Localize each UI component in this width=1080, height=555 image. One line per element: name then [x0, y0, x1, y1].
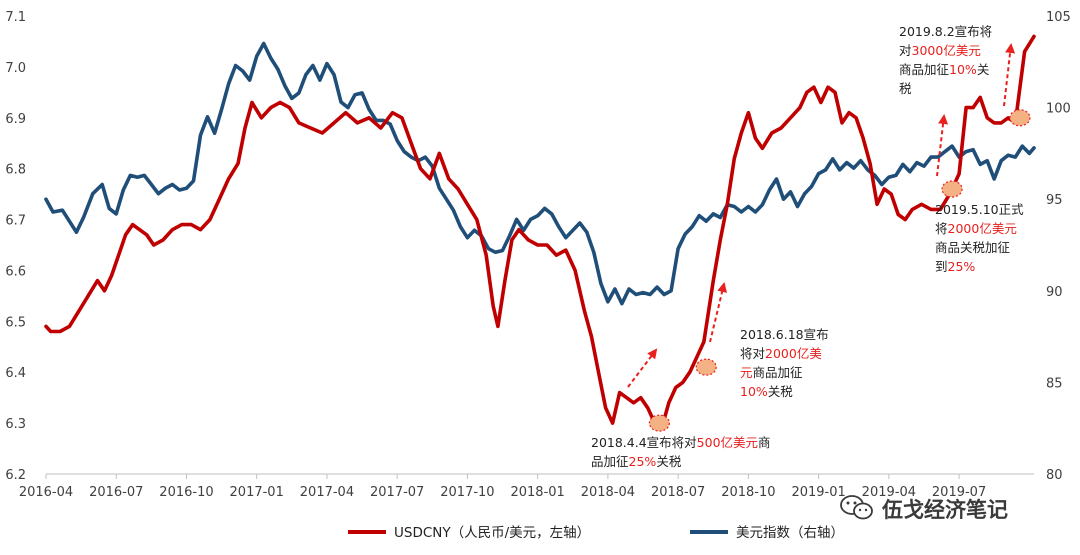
annotation-text: 元 [740, 365, 753, 380]
x-tick-label: 2019-07 [932, 485, 986, 500]
y-right-tick-label: 85 [1046, 376, 1063, 391]
event-annotation-e2: 2018.6.18宣布将对2000亿美元商品加征 10%关税 [740, 327, 829, 399]
x-tick-label: 2017-04 [300, 485, 354, 500]
annotation-text: 2000亿美元 [948, 221, 1017, 236]
annotation-text: 2018.4.4宣布将对 [591, 435, 697, 450]
annotation-text: 品加征 [591, 454, 629, 469]
y-left-tick-label: 6.4 [5, 366, 26, 381]
y-right-tick-label: 95 [1046, 193, 1063, 208]
watermark-text: 伍戈经济笔记 [882, 498, 1008, 522]
y-left-tick-label: 7.1 [5, 10, 26, 25]
annotation-text: 2019.8.2宣布将 [899, 24, 992, 39]
x-tick-label: 2018-04 [581, 485, 635, 500]
y-right-tick-label: 90 [1046, 285, 1063, 300]
y-left-tick-label: 6.2 [5, 468, 26, 483]
x-tick-label: 2016-07 [89, 485, 143, 500]
series-layer [44, 34, 1036, 430]
event-marker-e3 [941, 180, 963, 198]
y-left-tick-label: 6.5 [5, 315, 26, 330]
annotation-text: 2018.6.18宣布 [740, 327, 829, 342]
y-right-tick-label: 100 [1046, 102, 1071, 117]
x-tick-label: 2019-01 [791, 485, 845, 500]
legend-label: USDCNY（人民币/美元，左轴） [394, 525, 590, 541]
x-tick-label: 2018-01 [510, 485, 564, 500]
annotation-text: 关 [977, 62, 990, 77]
annotation-text: 关税 [768, 384, 794, 399]
wechat-icon [840, 495, 873, 520]
chart-axes: 6.2 6.3 6.4 6.5 6.6 6.7 6.8 6.9 7.0 7.1 80 85 90 95 10… [5, 10, 1071, 500]
legend: USDCNY（人民币/美元，左轴） 美元指数（右轴） [348, 525, 844, 541]
y-right-tick-label: 105 [1046, 10, 1071, 25]
annotation-text: 商品加征 [899, 62, 950, 77]
y-left-tick-label: 6.3 [5, 417, 26, 432]
annotation-text: 10% [740, 384, 768, 399]
annotation-text: 3000亿美元 [912, 43, 981, 58]
annotation-text: 到 [935, 259, 948, 274]
x-tick-label: 2017-10 [440, 485, 494, 500]
usdcny-line [44, 34, 1036, 430]
annotation-text: 商品关税加征 [935, 240, 1011, 255]
x-tick-label: 2018-07 [651, 485, 705, 500]
watermark: 伍戈经济笔记 [840, 495, 1008, 522]
annotation-text: 商品加征 [753, 365, 804, 380]
y-right-tick-label: 80 [1046, 468, 1063, 483]
annotation-text: 商 [758, 435, 771, 450]
annotation-text: 税 [899, 81, 912, 96]
x-tick-label: 2016-10 [159, 485, 213, 500]
x-tick-label: 2019-04 [862, 485, 916, 500]
y-left-tick-label: 6.6 [5, 264, 26, 279]
y-left-tick-label: 7.0 [5, 61, 26, 76]
x-tick-label: 2017-01 [230, 485, 284, 500]
x-tick-label: 2016-04 [19, 485, 73, 500]
annotation-text: 25% [948, 259, 976, 274]
event-marker-e2 [695, 358, 717, 376]
annotation-text: 2019.5.10正式 [935, 202, 1024, 217]
event-marker-e4 [1009, 109, 1031, 127]
annotation-text: 2000亿美 [765, 346, 822, 361]
annotation-text: 将 [935, 221, 948, 236]
event-arrow-e2 [709, 282, 727, 343]
y-left-tick-label: 6.7 [5, 214, 26, 229]
event-arrow-e4 [1003, 43, 1016, 107]
annotation-text: 500亿美元 [697, 435, 758, 450]
event-annotation-e3: 2019.5.10正式将2000亿美元商品关税加征到25% [935, 202, 1024, 274]
x-tick-label: 2017-07 [370, 485, 424, 500]
annotation-text: 10% [949, 62, 977, 77]
annotation-text: 关税 [656, 454, 682, 469]
annotation-text: 25% [629, 454, 657, 469]
events-layer: 2018.4.4宣布将对500亿美元商品加征25%关税2018.6.18宣布将对… [591, 24, 1031, 469]
event-arrow-e3 [936, 114, 949, 177]
event-annotation-e4: 2019.8.2宣布将对3000亿美元商品加征10%关税 [899, 24, 992, 96]
y-left-tick-label: 6.9 [5, 112, 26, 127]
event-marker-e1 [648, 414, 671, 432]
legend-label: 美元指数（右轴） [736, 525, 844, 541]
annotation-text: 对 [899, 43, 912, 58]
event-arrow-e1 [627, 348, 658, 388]
event-annotation-e1: 2018.4.4宣布将对500亿美元商品加征25%关税 [591, 435, 771, 469]
y-left-tick-label: 6.8 [5, 163, 26, 178]
dollar-index-line [44, 41, 1036, 306]
x-tick-label: 2018-10 [721, 485, 775, 500]
annotation-text: 将对 [740, 346, 765, 361]
